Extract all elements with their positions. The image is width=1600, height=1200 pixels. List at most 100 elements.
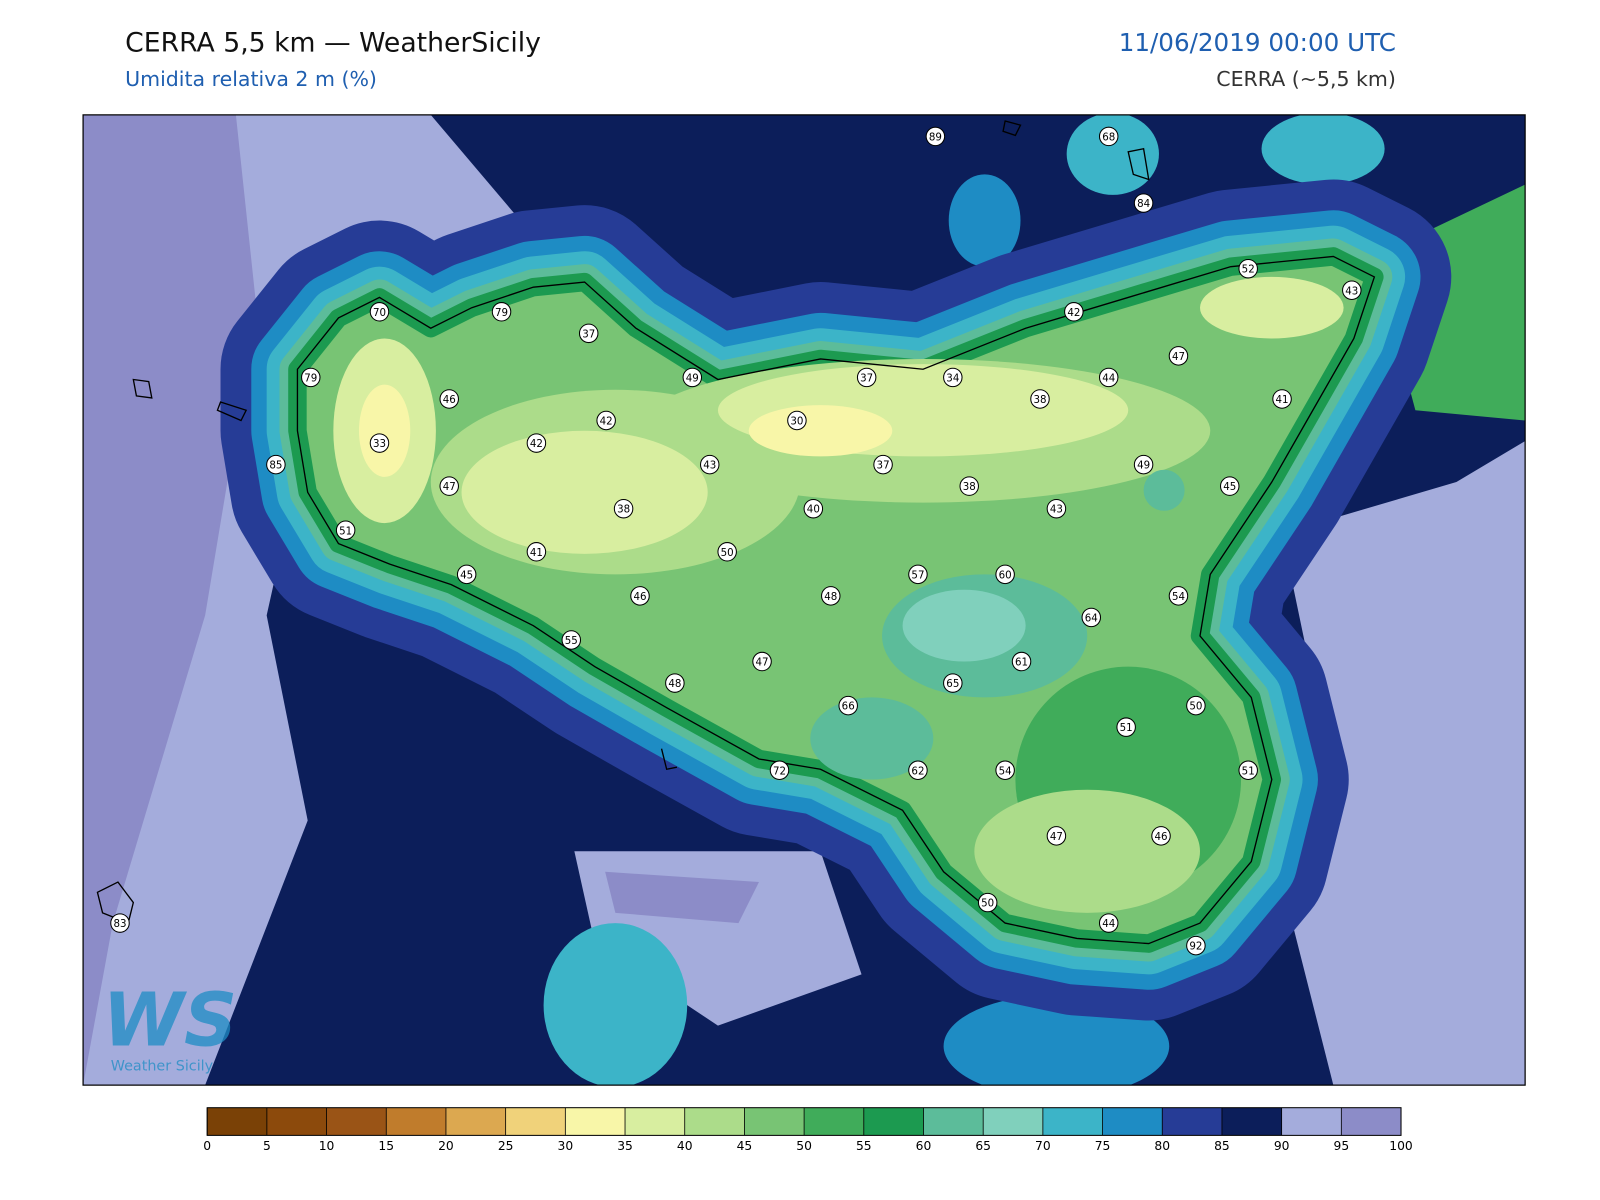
station-value: 44 (1102, 372, 1115, 384)
colorbar-bin (1281, 1107, 1342, 1136)
station-value: 85 (269, 460, 282, 472)
station: 65 (943, 673, 963, 693)
station-marker (369, 302, 390, 322)
station-marker (491, 302, 512, 322)
colorbar-tick-label: 45 (737, 1139, 753, 1153)
map-frame (82, 114, 1526, 1086)
station: 66 (838, 695, 858, 716)
station-marker (787, 410, 807, 431)
colorbar: 0 5 10 15 20 25 30 35 40 45 50 55 60 65 70 75 80 85 90 95 10… (203, 1107, 1413, 1153)
colorbar-tick-label: 70 (1035, 1139, 1051, 1153)
station: 48 (665, 673, 685, 693)
station-value: 37 (877, 460, 890, 472)
colorbar-bin (1042, 1107, 1103, 1136)
station-marker (1151, 826, 1171, 846)
station-value: 37 (860, 372, 873, 384)
station: 51 (1238, 760, 1258, 780)
station-value: 50 (981, 898, 994, 910)
colorbar-tick-label: 30 (558, 1139, 574, 1153)
station: 52 (1238, 258, 1258, 279)
station-marker (1342, 280, 1362, 300)
station-value: 68 (1102, 131, 1115, 143)
station: 45 (1219, 476, 1240, 496)
station-marker (266, 454, 286, 475)
station-value: 79 (495, 307, 508, 319)
station-value: 45 (460, 569, 473, 581)
station-marker (717, 542, 737, 562)
station: 79 (491, 302, 512, 322)
station-value: 51 (339, 525, 352, 537)
station-marker (977, 892, 998, 913)
station-marker (1133, 454, 1154, 475)
station-marker (1238, 258, 1258, 279)
station: 43 (700, 454, 720, 475)
station-value: 54 (999, 765, 1012, 777)
station: 83 (110, 913, 130, 933)
colorbar-tick-label: 80 (1154, 1139, 1170, 1153)
station: 46 (1151, 826, 1171, 846)
station: 60 (995, 564, 1015, 585)
logo: WS Weather Sicily (103, 978, 238, 1075)
colorbar-bin (923, 1107, 984, 1136)
station-value: 43 (1345, 285, 1358, 297)
station: 45 (456, 564, 477, 585)
station-value: 49 (1137, 460, 1150, 472)
station-value: 79 (304, 372, 317, 384)
station-value: 42 (600, 416, 613, 428)
station-marker (769, 760, 790, 780)
station: 55 (561, 630, 582, 650)
station: 62 (908, 760, 928, 780)
station-marker (1168, 346, 1189, 366)
station-value: 61 (1015, 657, 1028, 669)
station: 89 (925, 126, 946, 147)
station-value: 48 (668, 678, 681, 690)
station-value: 37 (582, 328, 595, 340)
station: 54 (1168, 586, 1189, 606)
station-marker (1064, 302, 1084, 322)
station: 47 (439, 476, 459, 496)
colorbar-bin (625, 1107, 685, 1136)
colorbar-bin (684, 1107, 745, 1136)
station-marker (1116, 717, 1136, 737)
station-value: 65 (946, 678, 959, 690)
station-marker (856, 367, 877, 388)
station-marker (1098, 367, 1119, 388)
colorbar-tick-label: 90 (1274, 1139, 1290, 1153)
station-marker (943, 673, 963, 693)
station-marker (1011, 651, 1032, 672)
station-marker (1098, 126, 1119, 147)
station: 47 (752, 651, 772, 672)
station-marker (943, 367, 963, 388)
station-marker (1272, 389, 1292, 409)
station-value: 64 (1085, 612, 1098, 624)
colorbar-tick-label: 20 (438, 1139, 454, 1153)
station-value: 47 (756, 657, 769, 669)
station-value: 38 (963, 481, 976, 493)
station-marker (1081, 607, 1102, 628)
colorbar-tick-label: 85 (1214, 1139, 1230, 1153)
station-marker (1098, 913, 1119, 933)
station-value: 57 (911, 569, 924, 581)
station-value: 38 (1033, 394, 1046, 406)
colorbar-bin (266, 1107, 327, 1136)
station-marker (959, 476, 979, 496)
station: 64 (1081, 607, 1102, 628)
station: 57 (908, 564, 928, 585)
station-value: 47 (1172, 351, 1185, 363)
station-value: 89 (929, 131, 942, 143)
colorbar-tick-label: 40 (677, 1139, 693, 1153)
station: 50 (977, 892, 998, 913)
colorbar-tick-label: 5 (263, 1139, 271, 1153)
station-value: 66 (842, 701, 855, 713)
station-value: 51 (1242, 765, 1255, 777)
station: 70 (369, 302, 390, 322)
station: 42 (526, 433, 547, 453)
station-marker (335, 520, 356, 540)
station-marker (1238, 760, 1258, 780)
colorbar-bin (207, 1107, 267, 1136)
subtitle: Umidita relativa 2 m (%) (125, 67, 377, 91)
station: 50 (1186, 695, 1206, 716)
station: 50 (717, 542, 737, 562)
station-value: 46 (633, 591, 646, 603)
